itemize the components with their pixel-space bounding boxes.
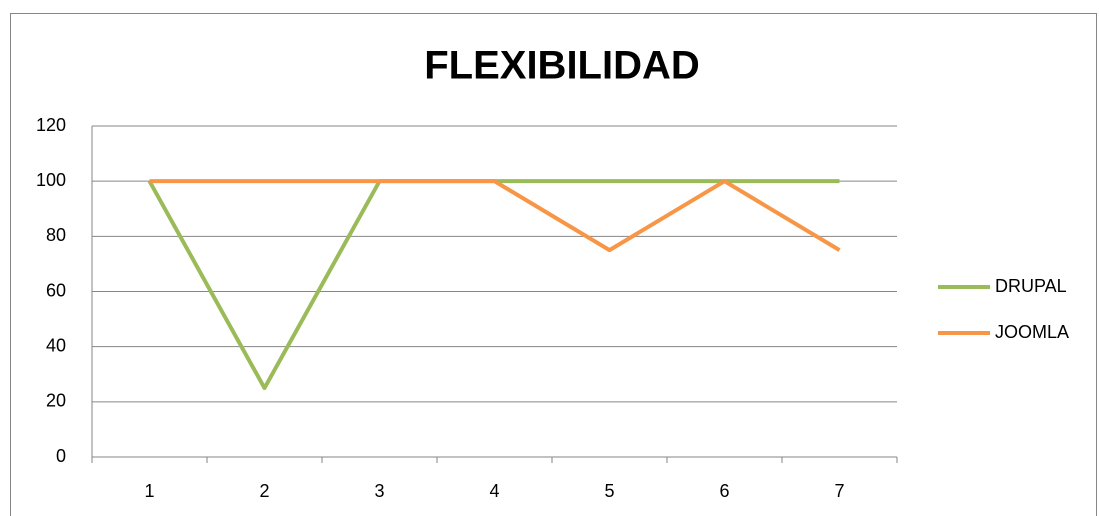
x-tick-label: 7: [834, 481, 844, 501]
y-tick-label: 100: [36, 170, 66, 190]
x-tick-label: 1: [144, 481, 154, 501]
x-tick-label: 2: [259, 481, 269, 501]
y-tick-label: 60: [46, 280, 66, 300]
series-line: [149, 179, 841, 253]
legend-label: DRUPAL: [995, 276, 1067, 296]
y-tick-label: 40: [46, 335, 66, 355]
legend-label: JOOMLA: [995, 322, 1069, 342]
chart-title: FLEXIBILIDAD: [424, 44, 700, 88]
x-tick-label: 3: [374, 481, 384, 501]
x-tick-label: 6: [719, 481, 729, 501]
chart-border: [10, 13, 1097, 516]
y-tick-label: 20: [46, 391, 66, 411]
y-tick-label: 0: [56, 446, 66, 466]
y-tick-label: 80: [46, 225, 66, 245]
x-tick-label: 4: [489, 481, 499, 501]
y-tick-label: 120: [36, 115, 66, 135]
x-tick-label: 5: [604, 481, 614, 501]
